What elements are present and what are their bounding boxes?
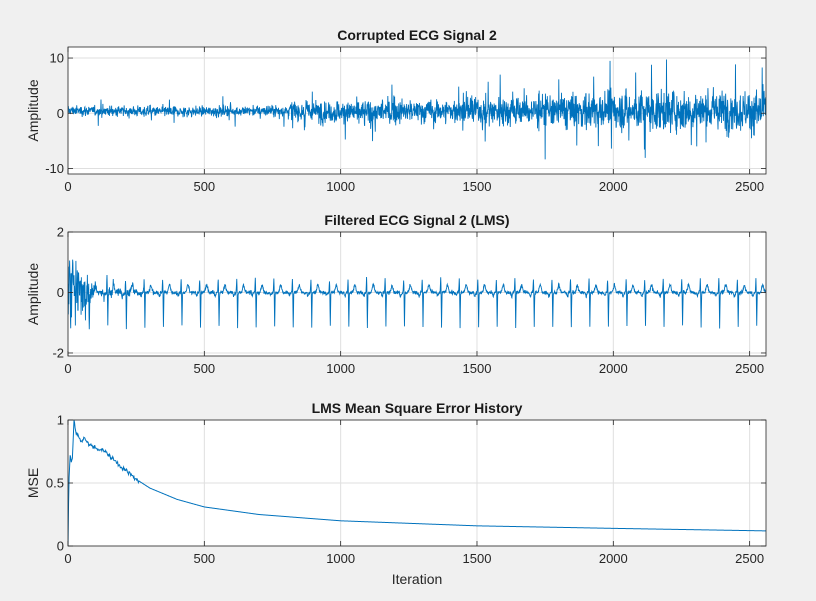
chart-title: Corrupted ECG Signal 2	[337, 27, 497, 43]
x-tick-label: 0	[64, 179, 71, 194]
x-tick-label: 1500	[463, 179, 492, 194]
y-axis-label: Amplitude	[25, 79, 41, 141]
y-tick-label: 0	[57, 285, 64, 300]
y-tick-label: -10	[45, 161, 64, 176]
y-tick-label: 0	[57, 539, 64, 554]
x-tick-label: 2500	[735, 179, 764, 194]
x-tick-label: 2500	[735, 551, 764, 566]
x-tick-label: 2000	[599, 551, 628, 566]
y-tick-label: 1	[57, 413, 64, 428]
series-line	[68, 420, 766, 546]
y-axis-label: Amplitude	[25, 263, 41, 325]
y-axis-label: MSE	[25, 468, 41, 498]
axes-box	[67, 231, 767, 357]
x-tick-label: 2000	[599, 179, 628, 194]
series-line	[68, 259, 766, 330]
x-tick-label: 1000	[326, 179, 355, 194]
y-tick-label: 2	[57, 225, 64, 240]
y-tick-label: -2	[52, 345, 64, 360]
x-tick-label: 500	[193, 551, 215, 566]
y-tick-label: 0	[57, 106, 64, 121]
x-tick-label: 1500	[463, 361, 492, 376]
axes-box	[67, 46, 767, 175]
chart-title: Filtered ECG Signal 2 (LMS)	[324, 212, 509, 228]
x-tick-label: 1000	[326, 361, 355, 376]
y-tick-label: 10	[50, 51, 64, 66]
x-tick-label: 0	[64, 551, 71, 566]
x-tick-label: 2000	[599, 361, 628, 376]
x-tick-label: 2500	[735, 361, 764, 376]
x-axis-label: Iteration	[392, 571, 443, 587]
series-line	[68, 59, 766, 160]
x-tick-label: 500	[193, 361, 215, 376]
chart-3: 0 500 1000 1500 2000 2500 0 0.5 1 LMS Mean Square…	[25, 400, 767, 587]
chart-title: LMS Mean Square Error History	[312, 400, 523, 416]
x-tick-label: 1500	[463, 551, 492, 566]
x-tick-label: 1000	[326, 551, 355, 566]
x-tick-label: 500	[193, 179, 215, 194]
x-tick-label: 0	[64, 361, 71, 376]
y-tick-label: 0.5	[46, 476, 64, 491]
